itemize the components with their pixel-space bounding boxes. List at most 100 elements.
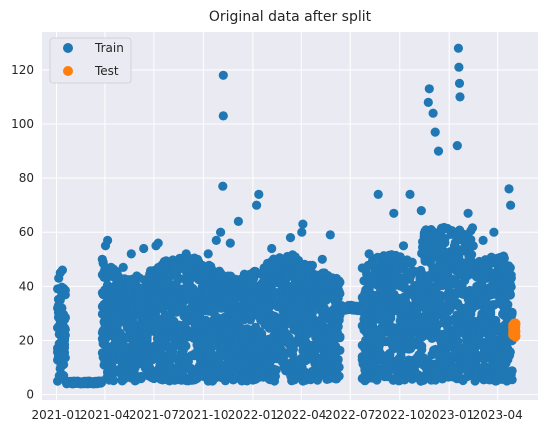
y-tick-label: 60 (19, 225, 34, 239)
y-tick-label: 40 (19, 279, 34, 293)
data-area (53, 43, 521, 389)
train-point (317, 254, 327, 264)
train-point (468, 241, 478, 251)
train-point (430, 249, 441, 259)
train-point (407, 257, 417, 267)
train-point (389, 208, 399, 218)
train-point (161, 256, 171, 266)
train-point (417, 285, 427, 295)
train-point (401, 298, 411, 308)
train-point (201, 315, 211, 325)
train-point (430, 375, 441, 385)
train-point (307, 260, 317, 270)
train-point (153, 238, 163, 248)
train-point (335, 332, 345, 342)
train-point (88, 379, 98, 389)
train-point (507, 375, 517, 385)
train-point (333, 354, 343, 365)
train-point (192, 254, 203, 264)
train-point (423, 97, 433, 107)
train-point (68, 379, 78, 389)
train-point (60, 290, 70, 300)
train-point (139, 243, 149, 254)
train-point (218, 111, 228, 121)
train-point (298, 219, 308, 229)
train-point (218, 181, 228, 191)
train-point (181, 249, 191, 259)
train-point (62, 379, 72, 389)
train-points (54, 43, 516, 389)
train-point (252, 200, 262, 210)
train-point (165, 361, 175, 371)
x-tick-label: 2022-10 (375, 408, 425, 422)
train-point (372, 375, 382, 385)
y-tick-label: 80 (19, 171, 34, 185)
x-tick-label: 2022-04 (276, 408, 326, 422)
train-point (364, 249, 374, 259)
y-tick-label: 100 (11, 117, 34, 131)
train-point (430, 127, 440, 137)
train-point (499, 253, 509, 263)
train-point (416, 206, 426, 216)
x-tick-label: 2022-01 (228, 408, 278, 422)
train-point (418, 332, 428, 342)
train-point (454, 78, 465, 88)
train-point (96, 376, 106, 386)
train-point (284, 333, 294, 343)
train-point (507, 366, 517, 376)
train-point (440, 238, 450, 248)
train-point (173, 272, 183, 283)
train-point (505, 263, 515, 273)
y-tick-label: 20 (19, 333, 34, 347)
train-point (398, 241, 409, 251)
legend-marker-train (63, 43, 73, 53)
train-point (454, 62, 464, 72)
train-point (60, 324, 70, 334)
legend-marker-test (63, 66, 73, 76)
train-point (118, 262, 128, 272)
x-tick-label: 2021-07 (129, 408, 179, 422)
train-point (229, 374, 239, 384)
train-point (211, 235, 221, 245)
train-point (59, 343, 70, 353)
train-point (218, 70, 228, 80)
train-point (334, 371, 344, 381)
test-points (508, 318, 521, 342)
train-point (506, 273, 516, 283)
train-point (335, 277, 345, 287)
train-point (504, 184, 514, 194)
train-point (103, 235, 113, 245)
train-point (395, 252, 405, 262)
train-point (60, 353, 70, 363)
x-tick-label: 2022-07 (325, 408, 375, 422)
train-point (467, 223, 478, 233)
train-point (334, 362, 344, 372)
train-point (325, 230, 335, 240)
train-point (57, 265, 67, 275)
train-point (225, 238, 235, 248)
train-point (436, 290, 446, 300)
x-tick-label: 2023-01 (424, 408, 474, 422)
test-point (510, 320, 520, 330)
train-point (506, 282, 516, 292)
x-tick-label: 2021-04 (80, 408, 130, 422)
legend-label-train: Train (94, 41, 124, 55)
train-point (478, 235, 488, 245)
train-point (257, 329, 267, 339)
train-point (267, 243, 277, 254)
train-point (60, 312, 70, 323)
x-tick-label: 2021-01 (31, 408, 81, 422)
train-point (108, 375, 119, 385)
train-point (463, 208, 473, 218)
y-tick-label: 0 (26, 388, 34, 402)
train-point (417, 341, 427, 351)
train-point (339, 303, 349, 313)
train-point (203, 249, 213, 259)
train-point (492, 322, 502, 332)
train-point (126, 249, 136, 259)
train-point (170, 265, 180, 275)
train-point (189, 285, 199, 295)
train-point (507, 307, 517, 317)
